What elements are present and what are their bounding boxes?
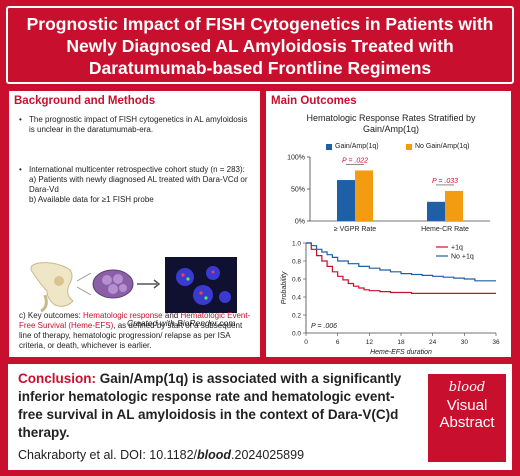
bar-chart-title: Hematologic Response Rates Stratified by… <box>306 113 476 134</box>
x-tick-label: 36 <box>492 339 500 346</box>
km-chart: 1.0 0.8 0.6 0.4 0.2 0.00 6 12 18 24 30 36 Heme-EFS d… <box>281 241 500 357</box>
blood-brand: blood <box>448 380 486 395</box>
title-line-2: Newly Diagnosed AL Amyloidosis Treated w… <box>66 36 454 56</box>
blood-visual-abstract-logo: blood Visual Abstract <box>428 374 506 462</box>
km-curve-plus-1q <box>306 242 496 294</box>
y-tick-label: 1.0 <box>292 241 301 248</box>
p-value-label: P = .006 <box>311 323 337 330</box>
y-tick-label: 100% <box>287 155 305 162</box>
bar-gain <box>337 180 355 221</box>
title-banner: Prognostic Impact of FISH Cytogenetics i… <box>6 6 514 84</box>
citation[interactable]: Chakraborty et al. DOI: 10.1182/blood.20… <box>18 448 305 462</box>
conclusion-box: Conclusion: Gain/Amp(1q) is associated w… <box>8 364 512 470</box>
bar-no-gain <box>355 170 373 221</box>
legend-item-gain: Gain/Amp(1q) <box>326 143 379 150</box>
bar-no-gain <box>445 190 463 221</box>
y-tick-label: 0.2 <box>292 313 301 320</box>
conclusion-label: Conclusion: <box>18 371 96 386</box>
bullet-dot-icon: • <box>19 115 22 124</box>
x-tick-label: Heme-CR Rate <box>421 226 469 233</box>
bar-gain <box>427 201 445 221</box>
x-tick-label: 6 <box>336 339 340 346</box>
title-line-1: Prognostic Impact of FISH Cytogenetics i… <box>26 14 494 34</box>
y-tick-label: 0.0 <box>292 331 301 338</box>
y-tick-label: 0.4 <box>292 295 301 302</box>
hematologic-response-link: Hematologic response <box>83 311 163 320</box>
y-tick-label: 50% <box>291 187 305 194</box>
legend-label: No +1q <box>451 254 474 261</box>
panel-title: Main Outcomes <box>271 95 357 107</box>
legend-swatch <box>326 143 332 150</box>
legend-label: +1q <box>451 245 463 252</box>
y-tick-label: 0% <box>295 219 305 226</box>
x-tick-label: 12 <box>366 339 374 346</box>
bullet-2: • International multicenter retrospectiv… <box>19 165 248 204</box>
bar-chart: 100% 50% 0% ≥ VGPR Rate P = .022 Heme-CR Rate… <box>287 155 490 233</box>
x-tick-label: 18 <box>397 339 405 346</box>
fish-probe-image-icon <box>165 257 237 313</box>
panel-title: Background and Methods <box>14 95 156 107</box>
background-methods-panel: Background and Methods • The prognostic … <box>8 90 261 358</box>
conclusion-text: Conclusion: Gain/Amp(1q) is associated w… <box>18 371 402 440</box>
p-value-label: P = .022 <box>342 157 368 164</box>
legend-item-no-gain: No Gain/Amp(1q) <box>406 143 469 150</box>
legend-swatch <box>406 143 412 150</box>
created-with-caption: Created with BioRender.com <box>127 318 236 328</box>
p-value-label: P = .033 <box>432 178 458 185</box>
title-line-3: Daratumumab-based Frontline Regimens <box>88 58 432 78</box>
pelvis-icon <box>30 262 74 313</box>
y-axis-label: Probability <box>281 271 288 304</box>
bullet-3: c) Key outcomes: Hematologic response an… <box>19 311 251 350</box>
x-tick-label: 24 <box>429 339 437 346</box>
cells-icon <box>92 269 134 299</box>
illustration <box>30 257 237 313</box>
main-outcomes-panel: Main Outcomes Hematologic Response Rates… <box>265 90 512 358</box>
bullet-dot-icon: • <box>19 165 22 174</box>
x-tick-label: 0 <box>304 339 308 346</box>
x-axis-label: Heme-EFS duration <box>370 349 432 356</box>
x-tick-label: ≥ VGPR Rate <box>334 226 376 233</box>
heme-efs-link: Hematologic Event-Free Survival (Heme-EF… <box>19 311 251 330</box>
km-curve-no-plus-1q <box>306 242 496 282</box>
y-tick-label: 0.6 <box>292 277 301 284</box>
y-tick-label: 0.8 <box>292 259 301 266</box>
bullet-1: • The prognostic impact of FISH cytogene… <box>19 115 248 134</box>
x-tick-label: 30 <box>461 339 469 346</box>
